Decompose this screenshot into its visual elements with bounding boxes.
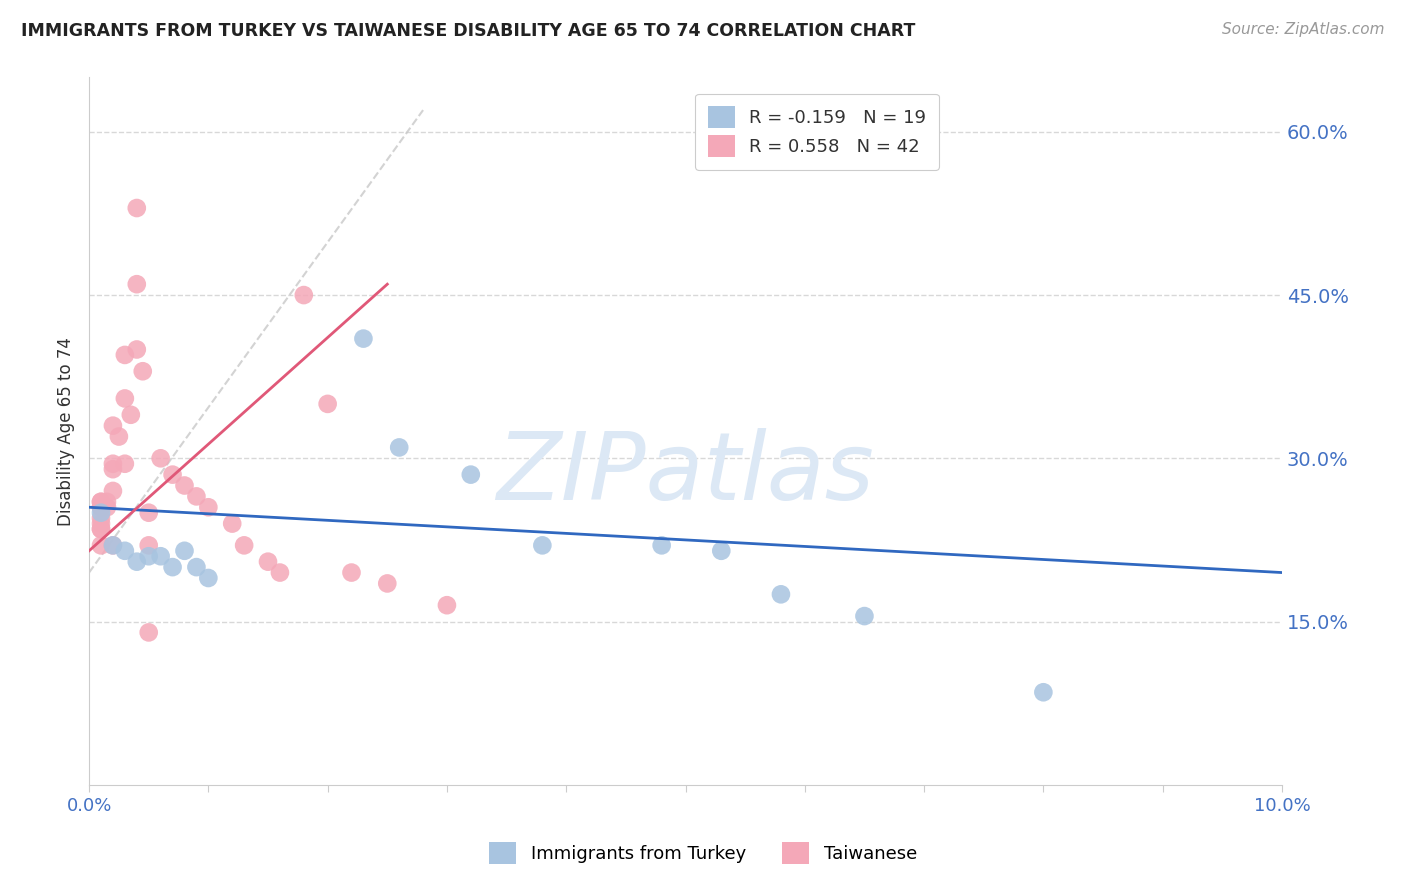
Point <box>162 467 184 482</box>
Point <box>101 462 124 476</box>
Point <box>125 277 148 292</box>
Point <box>1032 685 1054 699</box>
Point <box>173 543 195 558</box>
Point <box>90 495 112 509</box>
Point <box>101 538 124 552</box>
Point <box>125 201 148 215</box>
Point <box>651 538 673 552</box>
Point <box>108 429 131 443</box>
Point <box>114 457 136 471</box>
Point <box>292 288 315 302</box>
Point <box>90 500 112 515</box>
Point <box>221 516 243 531</box>
Point <box>340 566 363 580</box>
Text: IMMIGRANTS FROM TURKEY VS TAIWANESE DISABILITY AGE 65 TO 74 CORRELATION CHART: IMMIGRANTS FROM TURKEY VS TAIWANESE DISA… <box>21 22 915 40</box>
Point <box>186 489 208 503</box>
Point <box>352 332 374 346</box>
Point <box>138 625 160 640</box>
Point <box>90 538 112 552</box>
Point <box>114 348 136 362</box>
Point <box>101 483 124 498</box>
Point <box>132 364 155 378</box>
Point <box>710 543 733 558</box>
Point <box>531 538 554 552</box>
Point <box>96 495 118 509</box>
Y-axis label: Disability Age 65 to 74: Disability Age 65 to 74 <box>58 336 75 525</box>
Point <box>90 500 112 515</box>
Point <box>257 555 280 569</box>
Point <box>197 571 219 585</box>
Point <box>90 516 112 531</box>
Point <box>436 598 458 612</box>
Text: ZIPatlas: ZIPatlas <box>496 428 875 519</box>
Point <box>101 418 124 433</box>
Point <box>375 576 398 591</box>
Point <box>138 538 160 552</box>
Point <box>769 587 792 601</box>
Legend: Immigrants from Turkey, Taiwanese: Immigrants from Turkey, Taiwanese <box>475 828 931 879</box>
Point <box>90 522 112 536</box>
Text: Source: ZipAtlas.com: Source: ZipAtlas.com <box>1222 22 1385 37</box>
Legend: R = -0.159   N = 19, R = 0.558   N = 42: R = -0.159 N = 19, R = 0.558 N = 42 <box>695 94 939 170</box>
Point <box>96 500 118 515</box>
Point <box>138 506 160 520</box>
Point <box>90 522 112 536</box>
Point <box>114 392 136 406</box>
Point <box>233 538 256 552</box>
Point <box>149 451 172 466</box>
Point <box>120 408 142 422</box>
Point <box>197 500 219 515</box>
Point <box>316 397 339 411</box>
Point <box>460 467 482 482</box>
Point <box>186 560 208 574</box>
Point <box>149 549 172 564</box>
Point <box>853 609 876 624</box>
Point <box>101 538 124 552</box>
Point <box>162 560 184 574</box>
Point <box>90 495 112 509</box>
Point <box>125 555 148 569</box>
Point <box>90 511 112 525</box>
Point <box>138 549 160 564</box>
Point <box>101 457 124 471</box>
Point <box>173 478 195 492</box>
Point <box>90 506 112 520</box>
Point <box>125 343 148 357</box>
Point <box>269 566 291 580</box>
Point <box>114 543 136 558</box>
Point <box>388 441 411 455</box>
